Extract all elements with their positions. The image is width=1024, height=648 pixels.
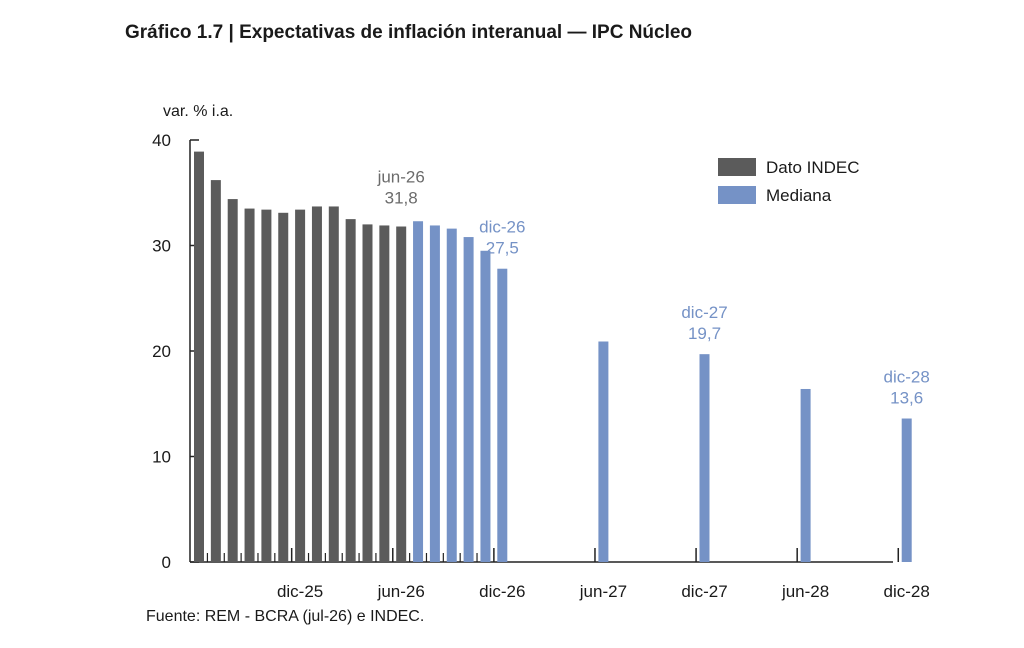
x-tick-label: dic-26 [479,582,525,601]
y-tick-label: 20 [152,342,171,361]
bar-dato-indec [345,219,356,562]
bar-dato-indec [210,180,221,562]
legend-label: Dato INDEC [766,158,860,177]
annotation-date: jun-26 [377,168,425,187]
bar-dato-indec [295,209,306,562]
legend-swatch-mediana [718,186,756,204]
bar-mediana [446,228,457,562]
annotation-date: dic-26 [479,218,525,237]
bar-dato-indec [396,226,407,562]
bar-dato-indec [244,208,255,562]
bar-mediana [699,354,710,562]
annotation-value: 13,6 [890,389,923,408]
bar-mediana [598,341,609,562]
bar-dato-indec [278,212,289,563]
x-tick-label: dic-25 [277,582,323,601]
chart-source: Fuente: REM - BCRA (jul-26) e INDEC. [146,608,425,625]
chart-title: Gráfico 1.7 | Expectativas de inflación … [125,22,693,43]
bar-dato-indec [261,209,272,562]
y-tick-label: 40 [152,131,171,150]
legend-swatch-dato-indec [718,158,756,176]
y-tick-label: 0 [162,553,171,572]
bar-dato-indec [194,151,204,563]
bar-dato-indec [328,206,339,562]
bar-mediana [800,388,811,562]
bar-dato-indec [227,199,238,562]
bar-mediana [413,221,424,563]
x-tick-label: dic-27 [681,582,727,601]
y-tick-label: 10 [152,448,171,467]
y-tick-label: 30 [152,237,171,256]
bar-dato-indec [379,225,390,562]
y-axis-label: var. % i.a. [163,103,233,120]
bar-mediana [480,250,491,562]
annotation-value: 31,8 [385,189,418,208]
x-tick-label: jun-28 [781,582,829,601]
x-tick-label: jun-27 [579,582,627,601]
x-tick-label: dic-28 [884,582,930,601]
bar-mediana [497,268,508,562]
bar-mediana [429,225,440,562]
bar-dato-indec [362,224,373,562]
bar-mediana [463,237,474,562]
bar-dato-indec [311,206,322,562]
x-tick-label: jun-26 [377,582,425,601]
legend-label: Mediana [766,186,832,205]
annotation-value: 27,5 [486,239,519,258]
annotation-date: dic-28 [884,368,930,387]
bar-mediana [901,418,912,562]
annotation-value: 19,7 [688,324,721,343]
annotation-date: dic-27 [681,303,727,322]
